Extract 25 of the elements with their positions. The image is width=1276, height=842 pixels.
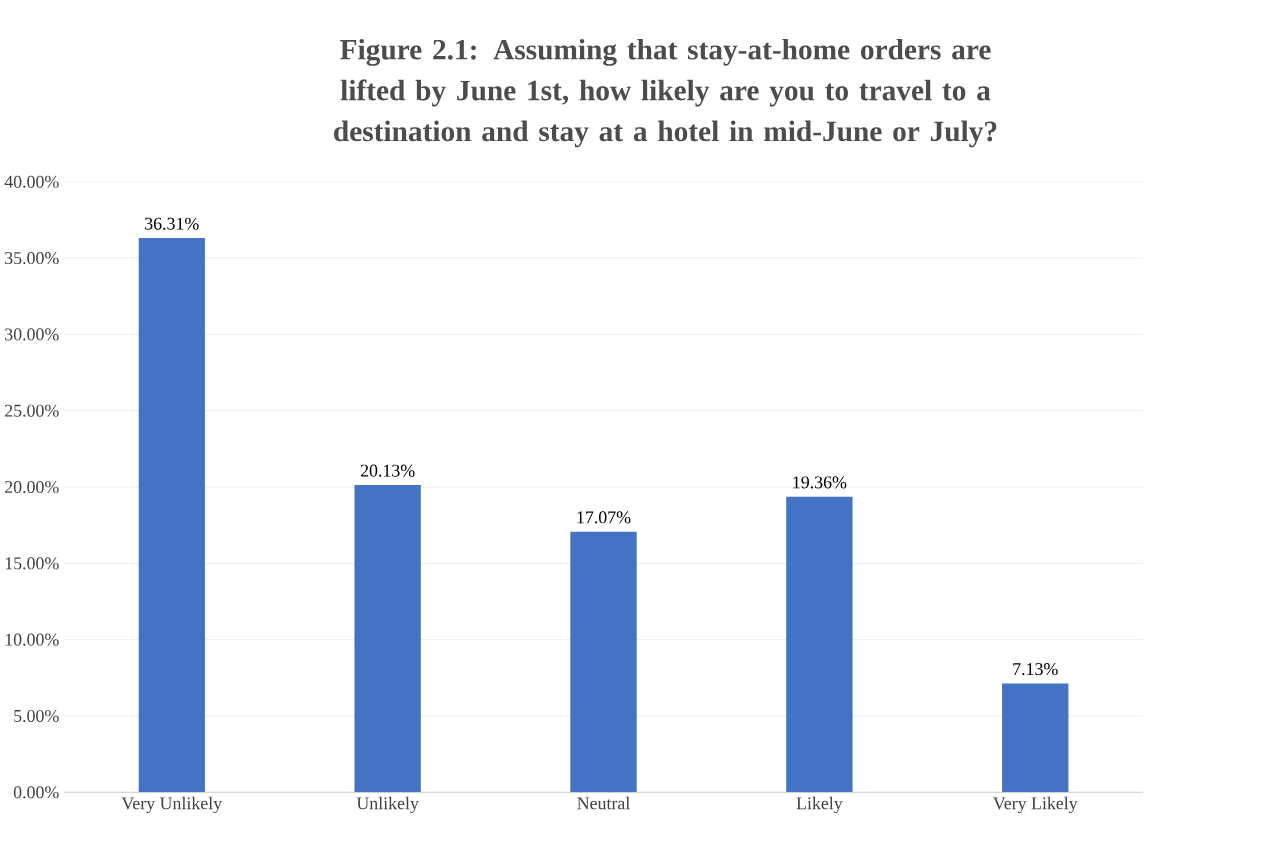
bar [786, 496, 853, 793]
bar [570, 531, 637, 793]
x-tick-label: Very Likely [993, 796, 1078, 814]
y-tick-label: 15.00% [5, 557, 59, 570]
x-tick-label: Neutral [577, 796, 630, 810]
y-tick-label: 5.00% [14, 709, 59, 723]
x-tick-label: Very Unlikely [121, 796, 223, 814]
y-tick-label: 10.00% [5, 633, 59, 646]
bar [1002, 683, 1069, 793]
data-label: 7.13% [1013, 662, 1058, 676]
chart-title: Figure 2.1: Assuming that stay-at-home orders are lifted by June 1st, how likely are you to travel to a destination and stay at a hotel in mid-June or July? [334, 38, 997, 148]
y-tick-label: 30.00% [5, 328, 59, 341]
data-label: 36.31% [145, 217, 199, 230]
y-tick-label: 35.00% [5, 252, 59, 265]
y-tick-label: 25.00% [5, 404, 59, 417]
data-label: 17.07% [577, 511, 631, 524]
x-tick-label: Unlikely [356, 796, 419, 814]
y-tick-label: 40.00% [4, 175, 59, 188]
data-label: 19.36% [793, 476, 847, 489]
y-tick-label: 0.00% [13, 786, 59, 799]
bar [354, 485, 421, 793]
data-label: 20.13% [360, 464, 415, 477]
x-tick-label: Likely [796, 796, 843, 814]
bar [138, 238, 205, 793]
y-tick-label: 20.00% [5, 480, 59, 494]
